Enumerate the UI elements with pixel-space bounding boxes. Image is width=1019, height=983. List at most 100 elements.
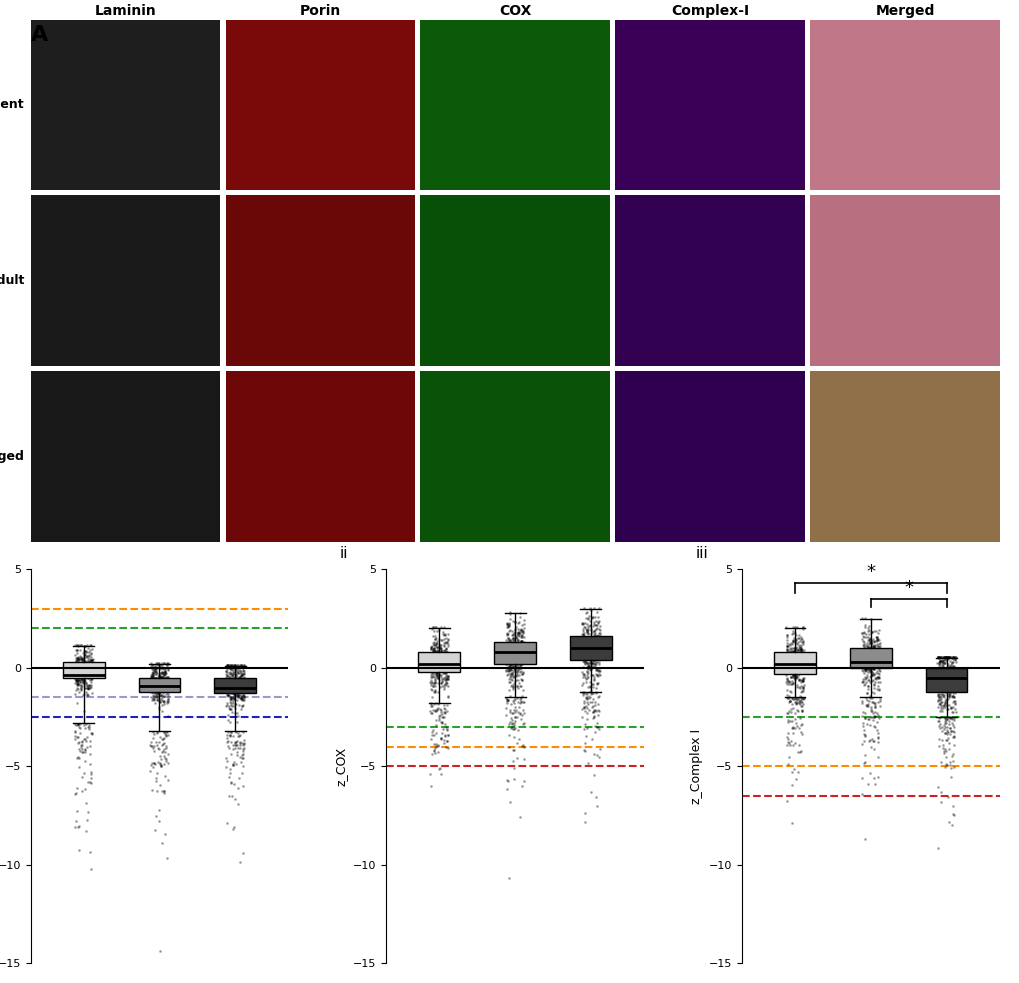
Point: [235, 692, 252, 708]
Point: [577, 631, 593, 647]
Point: [930, 731, 947, 747]
Point: [584, 652, 600, 667]
Point: [158, 686, 174, 702]
Point: [585, 703, 601, 719]
Point: [150, 679, 166, 695]
Point: [866, 699, 882, 715]
Point: [437, 652, 453, 667]
Point: [502, 633, 519, 649]
Point: [583, 642, 599, 658]
Point: [66, 668, 83, 684]
Point: [422, 640, 438, 656]
Point: [148, 655, 164, 670]
Point: [222, 661, 238, 676]
Point: [156, 655, 172, 670]
Point: [222, 724, 238, 740]
Point: [152, 757, 168, 773]
Point: [787, 711, 803, 726]
Point: [510, 647, 526, 663]
Point: [432, 653, 448, 668]
Point: [505, 638, 522, 654]
Point: [578, 728, 594, 744]
Point: [83, 766, 99, 781]
Point: [234, 668, 251, 684]
Point: [227, 665, 244, 681]
Point: [428, 702, 444, 718]
Point: [937, 679, 954, 695]
Point: [146, 726, 162, 742]
Point: [931, 720, 948, 735]
Point: [582, 649, 598, 665]
Point: [157, 676, 173, 692]
Point: [427, 738, 443, 754]
Point: [422, 681, 438, 697]
Point: [154, 657, 170, 672]
Point: [936, 654, 953, 669]
Point: [936, 756, 953, 772]
Point: [515, 623, 531, 639]
Point: [430, 647, 446, 663]
Point: [78, 659, 95, 674]
Point: [857, 640, 873, 656]
Point: [502, 711, 519, 726]
Point: [867, 629, 883, 645]
Point: [223, 674, 239, 690]
Point: [940, 674, 956, 690]
Point: [854, 663, 870, 678]
Point: [515, 639, 531, 655]
Point: [73, 669, 90, 685]
Point: [782, 713, 798, 728]
Point: [855, 657, 871, 672]
Point: [859, 638, 875, 654]
Point: [499, 630, 516, 646]
Point: [859, 654, 875, 669]
Point: [582, 784, 598, 800]
Point: [438, 721, 454, 736]
Point: [795, 683, 811, 699]
Point: [69, 655, 86, 670]
Point: [783, 704, 799, 720]
Title: Porin: Porin: [300, 5, 340, 19]
Point: [72, 637, 89, 653]
Point: [587, 643, 603, 659]
Point: [432, 766, 448, 781]
Point: [929, 693, 946, 709]
Point: [934, 655, 951, 670]
Point: [504, 675, 521, 691]
Point: [424, 635, 440, 651]
Point: [856, 650, 872, 665]
Point: [943, 682, 959, 698]
Point: [930, 670, 947, 686]
Point: [77, 662, 94, 677]
Point: [510, 632, 526, 648]
Point: [865, 638, 881, 654]
Point: [576, 630, 592, 646]
Point: [934, 670, 951, 686]
Point: [156, 682, 172, 698]
Point: [941, 709, 957, 724]
Point: [157, 672, 173, 688]
Point: [148, 771, 164, 786]
Point: [226, 686, 243, 702]
Point: [233, 735, 250, 751]
Point: [157, 669, 173, 685]
Point: [783, 675, 799, 691]
Point: [159, 657, 175, 672]
Point: [501, 649, 518, 665]
Point: [785, 664, 801, 679]
Point: [860, 631, 876, 647]
Point: [856, 676, 872, 692]
Point: [790, 639, 806, 655]
Point: [857, 662, 873, 677]
Point: [498, 655, 515, 670]
Point: [500, 671, 517, 687]
Point: [574, 685, 590, 701]
Point: [146, 743, 162, 759]
Point: [585, 711, 601, 726]
Point: [156, 682, 172, 698]
Point: [784, 714, 800, 729]
Point: [499, 692, 516, 708]
Point: [223, 678, 239, 694]
Point: [575, 687, 591, 703]
Point: [504, 705, 521, 721]
